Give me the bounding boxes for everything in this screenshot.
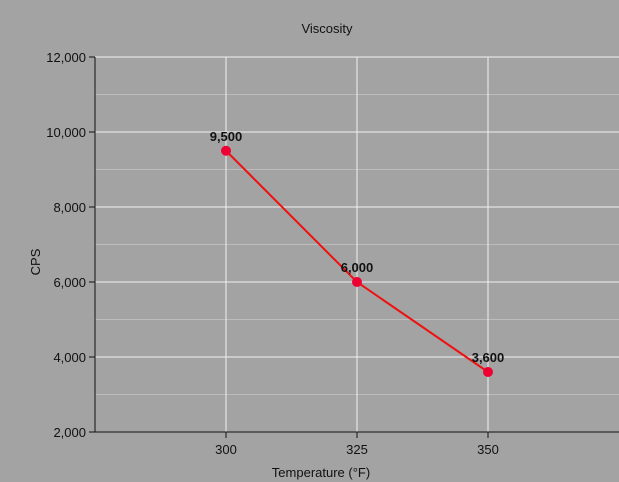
data-point bbox=[352, 277, 362, 287]
series bbox=[221, 145, 493, 377]
axes: 2,000 4,000 6,000 8,000 10,000 12,000 300 325 35… bbox=[46, 50, 619, 457]
x-tick-label: 350 bbox=[477, 442, 499, 457]
labels: 9,500 6,000 3,600 bbox=[210, 129, 505, 365]
data-label: 6,000 bbox=[341, 260, 374, 275]
y-axis-title: CPS bbox=[28, 248, 43, 275]
chart-title: Viscosity bbox=[301, 21, 353, 36]
data-point bbox=[221, 145, 231, 156]
y-tick-label: 2,000 bbox=[53, 425, 86, 440]
y-tick-label: 6,000 bbox=[53, 275, 86, 290]
y-tick-label: 12,000 bbox=[46, 50, 86, 65]
data-point bbox=[483, 367, 493, 377]
x-tick-label: 300 bbox=[215, 442, 237, 457]
y-tick-label: 10,000 bbox=[46, 125, 86, 140]
y-tick-label: 4,000 bbox=[53, 350, 86, 365]
y-tick-label: 8,000 bbox=[53, 200, 86, 215]
data-label: 9,500 bbox=[210, 129, 243, 144]
x-axis-title: Temperature (°F) bbox=[272, 465, 370, 480]
data-label: 3,600 bbox=[472, 350, 505, 365]
x-tick-label: 325 bbox=[346, 442, 368, 457]
